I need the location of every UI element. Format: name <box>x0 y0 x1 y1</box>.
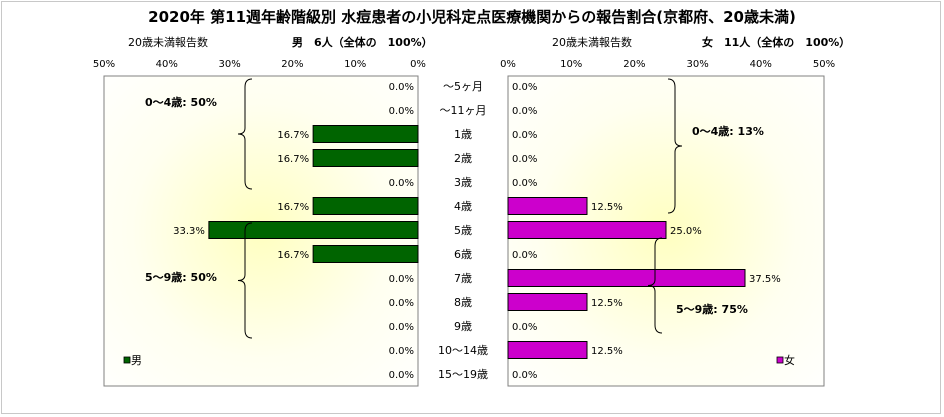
male-x-tick-label: 10% <box>344 59 366 70</box>
female-legend-swatch <box>776 356 784 364</box>
male-header-right: 男 6人（全体の 100%） <box>292 35 433 49</box>
male-legend-swatch <box>123 356 131 364</box>
female-data-label: 37.5% <box>749 274 781 285</box>
category-label: 9歳 <box>454 320 472 333</box>
male-bar <box>312 149 419 167</box>
category-label: 4歳 <box>454 200 472 213</box>
female-brace-0-4 <box>667 78 683 214</box>
male-data-label: 16.7% <box>277 202 309 213</box>
category-label: 1歳 <box>454 128 472 141</box>
female-data-label: 0.0% <box>512 322 537 333</box>
male-data-label: 16.7% <box>277 130 309 141</box>
category-label: 2歳 <box>454 152 472 165</box>
category-label: 3歳 <box>454 176 472 189</box>
female-header-left: 20歳未満報告数 <box>552 36 632 49</box>
male-bar <box>312 197 419 215</box>
male-brace-5-9 <box>237 222 253 339</box>
female-bar <box>507 269 746 287</box>
female-brace-5-9 <box>647 237 663 334</box>
category-label: 15～19歳 <box>438 368 488 381</box>
male-data-label: 0.0% <box>389 322 414 333</box>
category-label: 7歳 <box>454 272 472 285</box>
male-x-tick-label: 20% <box>281 59 303 70</box>
female-data-label: 25.0% <box>670 226 702 237</box>
male-data-label: 0.0% <box>389 82 414 93</box>
female-data-label: 12.5% <box>591 202 623 213</box>
female-group-label: 0～4歳: 13% <box>692 124 764 138</box>
male-header-left: 20歳未満報告数 <box>128 36 208 49</box>
female-x-tick-label: 20% <box>623 59 645 70</box>
female-bar <box>507 341 588 359</box>
male-data-label: 0.0% <box>389 106 414 117</box>
male-data-label: 0.0% <box>389 274 414 285</box>
male-data-label: 0.0% <box>389 370 414 381</box>
female-data-label: 0.0% <box>512 130 537 141</box>
female-bar <box>507 197 588 215</box>
female-data-label: 0.0% <box>512 82 537 93</box>
female-data-label: 0.0% <box>512 154 537 165</box>
female-data-label: 0.0% <box>512 106 537 117</box>
female-group-label: 5～9歳: 75% <box>676 302 748 316</box>
female-header-right: 女 11人（全体の 100%） <box>702 35 850 49</box>
female-bar <box>507 293 588 311</box>
male-data-label: 0.0% <box>389 298 414 309</box>
female-bar <box>507 221 667 239</box>
male-group-label: 5～9歳: 50% <box>145 270 217 284</box>
male-bar <box>312 245 419 263</box>
male-brace-0-4 <box>237 78 253 190</box>
category-label: ～11ヶ月 <box>440 104 487 117</box>
female-data-label: 12.5% <box>591 298 623 309</box>
female-x-tick-label: 10% <box>560 59 582 70</box>
male-x-tick-label: 30% <box>218 59 240 70</box>
male-data-label: 16.7% <box>277 154 309 165</box>
male-legend-label: 男 <box>131 354 142 367</box>
female-x-tick-label: 40% <box>750 59 772 70</box>
male-data-label: 16.7% <box>277 250 309 261</box>
category-label: ～5ヶ月 <box>443 80 483 93</box>
female-x-tick-label: 0% <box>500 59 516 70</box>
female-legend-label: 女 <box>784 353 795 367</box>
male-x-tick-label: 40% <box>156 59 178 70</box>
male-x-tick-label: 0% <box>410 59 426 70</box>
category-label: 6歳 <box>454 248 472 261</box>
female-data-label: 0.0% <box>512 178 537 189</box>
male-group-label: 0～4歳: 50% <box>145 95 217 109</box>
female-data-label: 0.0% <box>512 250 537 261</box>
category-label: 5歳 <box>454 224 472 237</box>
male-bar <box>312 125 419 143</box>
male-data-label: 0.0% <box>389 346 414 357</box>
female-x-tick-label: 30% <box>686 59 708 70</box>
male-data-label: 0.0% <box>389 178 414 189</box>
male-data-label: 33.3% <box>173 226 205 237</box>
male-x-tick-label: 50% <box>93 59 115 70</box>
category-label: 10～14歳 <box>438 344 488 357</box>
male-bar <box>208 221 419 239</box>
female-data-label: 0.0% <box>512 370 537 381</box>
female-data-label: 12.5% <box>591 346 623 357</box>
category-label: 8歳 <box>454 296 472 309</box>
chart-title: 2020年 第11週年齢階級別 水痘患者の小児科定点医療機関からの報告割合(京都… <box>148 8 796 26</box>
female-x-tick-label: 50% <box>813 59 835 70</box>
